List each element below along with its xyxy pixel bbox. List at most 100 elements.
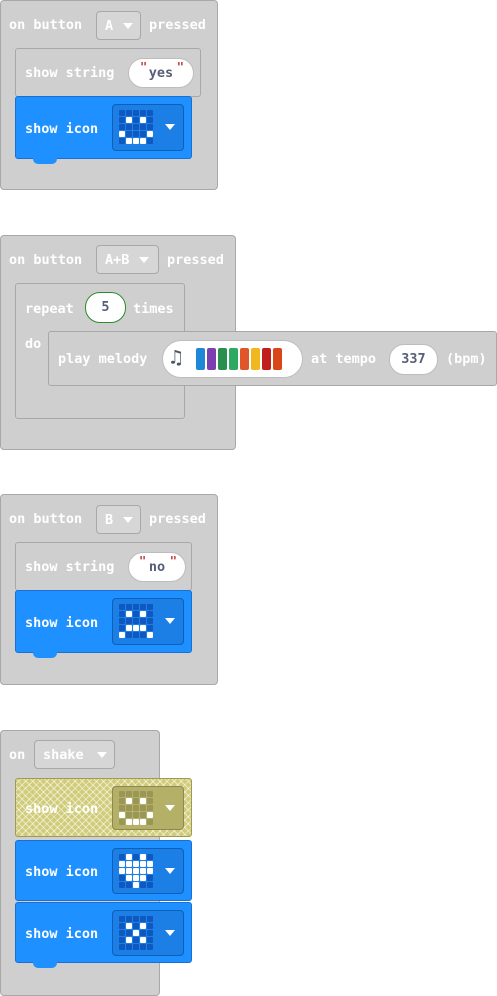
button-ab-value: A+B <box>105 252 130 268</box>
show-icon-sad-block[interactable]: show icon <box>15 590 192 653</box>
on-button-label: on button <box>9 511 83 527</box>
led-off <box>126 944 132 950</box>
led-off <box>133 124 139 130</box>
button-b-dropdown[interactable]: B <box>96 505 141 534</box>
led-off <box>119 604 125 610</box>
icon-dropdown[interactable] <box>112 910 184 956</box>
show-string-no-block[interactable]: show string " no " <box>15 542 192 591</box>
show-icon-heart-block[interactable]: show icon <box>15 840 192 901</box>
chevron-down-icon <box>123 517 133 523</box>
times-label: times <box>133 301 174 317</box>
led-off <box>126 604 132 610</box>
string-value-no[interactable]: " no " <box>128 552 186 582</box>
led-off <box>140 812 146 818</box>
led-off <box>133 618 139 624</box>
led-on <box>126 117 132 123</box>
led-on <box>133 868 139 874</box>
led-on <box>147 861 153 867</box>
led-on <box>140 625 146 631</box>
led-on <box>133 882 139 888</box>
led-on <box>140 138 146 144</box>
led-off <box>119 611 125 617</box>
on-button-label: on button <box>9 252 83 268</box>
show-string-yes-block[interactable]: show string " yes " <box>15 48 201 97</box>
led-off <box>133 937 139 943</box>
led-off <box>133 923 139 929</box>
led-on <box>147 868 153 874</box>
tempo-input[interactable]: 337 <box>389 344 438 375</box>
led-off <box>133 131 139 137</box>
led-off <box>133 791 139 797</box>
open-quote-icon: " <box>140 60 148 74</box>
chevron-down-icon <box>165 618 175 624</box>
melody-note-bar <box>273 348 282 370</box>
melody-note-bar <box>262 348 271 370</box>
open-quote-icon: " <box>139 554 147 568</box>
led-off <box>147 124 153 130</box>
led-off <box>119 138 125 144</box>
icon-dropdown[interactable] <box>112 786 184 830</box>
chevron-down-icon <box>165 124 175 130</box>
led-on <box>140 819 146 825</box>
repeat-label: repeat <box>25 301 74 317</box>
led-off <box>133 916 139 922</box>
chevron-down-icon <box>123 23 133 29</box>
show-icon-label: show icon <box>25 615 99 631</box>
show-string-label: show string <box>25 559 115 575</box>
melody-notes <box>196 348 282 370</box>
melody-note-bar <box>218 348 227 370</box>
icon-dropdown[interactable] <box>112 598 184 645</box>
led-off <box>119 124 125 130</box>
led-on <box>133 930 139 936</box>
play-melody-block[interactable]: play melody ♫ at tempo 337 (bpm) <box>48 331 497 386</box>
led-off <box>147 625 153 631</box>
do-label: do <box>25 336 42 352</box>
button-a-dropdown[interactable]: A <box>96 11 141 40</box>
string-no-text: no <box>148 559 166 575</box>
tempo-value: 337 <box>401 351 426 367</box>
chevron-down-icon <box>139 257 149 263</box>
led-off <box>119 916 125 922</box>
show-icon-smiley-block[interactable]: show icon <box>15 96 192 159</box>
led-on <box>119 632 125 638</box>
show-icon-disabled-block[interactable]: show icon <box>15 778 192 837</box>
shake-value: shake <box>43 747 84 763</box>
led-off <box>126 930 132 936</box>
melody-picker[interactable]: ♫ <box>162 340 303 378</box>
show-icon-label: show icon <box>25 864 99 880</box>
smiley-face-icon <box>119 110 153 144</box>
string-value-yes[interactable]: " yes " <box>128 58 194 88</box>
led-off <box>119 937 125 943</box>
show-icon-x-block[interactable]: show icon <box>15 902 192 963</box>
icon-dropdown[interactable] <box>112 104 184 151</box>
block-notch <box>33 652 57 658</box>
led-off <box>126 805 132 811</box>
led-on <box>119 812 125 818</box>
led-off <box>133 944 139 950</box>
led-off <box>147 930 153 936</box>
led-on <box>119 861 125 867</box>
led-off <box>133 798 139 804</box>
show-icon-label: show icon <box>25 121 99 137</box>
led-on <box>133 138 139 144</box>
led-off <box>126 131 132 137</box>
small-x-icon <box>119 916 153 950</box>
at-tempo-label: at tempo <box>311 351 377 367</box>
repeat-count-input[interactable]: 5 <box>85 292 126 323</box>
led-off <box>119 875 125 881</box>
led-on <box>126 861 132 867</box>
led-off <box>126 124 132 130</box>
shake-gesture-dropdown[interactable]: shake <box>34 740 115 769</box>
led-off <box>140 882 146 888</box>
pressed-label: pressed <box>149 511 206 527</box>
button-ab-dropdown[interactable]: A+B <box>96 245 159 274</box>
led-on <box>140 937 146 943</box>
led-on <box>126 625 132 631</box>
icon-dropdown[interactable] <box>112 848 184 894</box>
led-off <box>140 124 146 130</box>
play-melody-label: play melody <box>58 351 148 367</box>
led-on <box>140 854 146 860</box>
led-off <box>133 812 139 818</box>
close-quote-icon: " <box>169 554 177 568</box>
led-off <box>133 117 139 123</box>
